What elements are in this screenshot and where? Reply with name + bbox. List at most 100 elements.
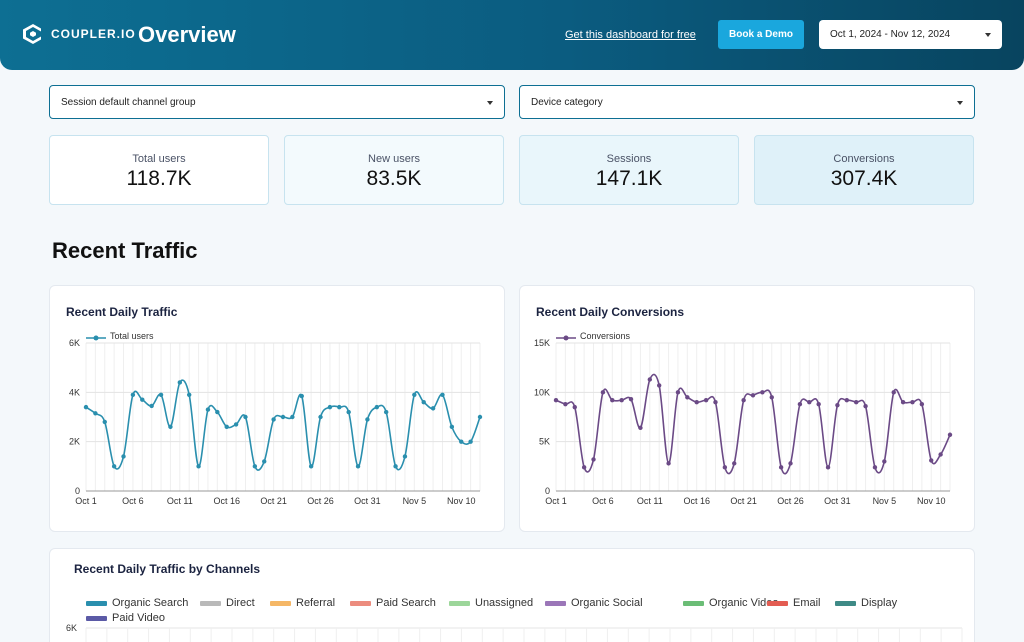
coupler-logo-icon [21,22,45,46]
data-point [449,424,455,430]
data-point [355,464,361,469]
data-point [262,459,267,464]
data-point [553,398,559,403]
kpi-value: 147.1K [595,167,663,190]
legend-item[interactable]: Organic Social [545,597,643,609]
data-point [233,422,239,427]
legend-label: Unassigned [475,597,534,609]
data-point [891,390,896,395]
legend-item[interactable]: Organic Search [86,597,188,609]
data-point [563,401,568,407]
data-point [778,465,784,470]
legend-label: Organic Social [571,597,643,609]
data-point [383,409,389,415]
legend-item[interactable]: Unassigned [449,597,533,609]
legend-label: Display [861,597,898,609]
chart-title: Recent Daily Conversions [536,305,685,319]
legend-item[interactable]: Email [767,597,821,609]
device-category-filter[interactable]: Device category [519,85,975,119]
y-tick-label: 6K [69,338,80,348]
legend-swatch [86,600,107,606]
data-point [111,464,117,469]
kpi-new-users: New users 83.5K [284,135,504,205]
data-point [337,404,342,410]
data-point [741,398,746,403]
y-tick-label: 2K [69,437,80,447]
x-tick-label: Oct 6 [122,496,144,506]
data-point [600,390,606,395]
data-point [703,398,709,403]
kpi-value: 307.4K [830,167,898,190]
data-point [788,461,793,466]
x-tick-label: Oct 26 [307,496,334,506]
x-tick-label: Oct 26 [777,496,804,506]
legend-label: Total users [110,331,154,341]
legend-item[interactable]: Referral [270,597,335,609]
data-point [581,465,587,470]
chart-legend[interactable]: Conversions [556,331,630,341]
traffic-by-channels-grid: 6K [66,623,963,642]
data-point [224,424,229,430]
channel-group-filter-label: Session default channel group [61,96,196,108]
data-point [694,400,699,405]
legend-item[interactable]: Direct [200,597,255,609]
coupler-logo[interactable]: COUPLER.IO [21,22,136,46]
legend-item[interactable]: Organic Video [683,597,779,609]
x-tick-label: Oct 31 [354,496,381,506]
data-point [299,393,304,399]
book-demo-button[interactable]: Book a Demo [718,20,804,49]
data-point [713,400,718,405]
data-point [186,392,192,397]
date-range-picker[interactable]: Oct 1, 2024 - Nov 12, 2024 [819,20,1002,49]
data-point [591,457,596,462]
data-point [666,461,671,466]
legend-label: Organic Search [112,597,189,609]
kpi-label: New users [368,153,420,165]
data-point [863,403,868,409]
data-point [656,383,662,388]
data-point [797,401,803,407]
get-dashboard-link[interactable]: Get this dashboard for free [565,29,696,41]
y-tick-label: 0 [545,486,550,496]
data-point [430,406,436,411]
legend-label: Direct [226,597,255,609]
legend-swatch [350,600,371,606]
legend-item[interactable]: Paid Video [86,612,165,624]
data-point [252,464,258,469]
kpi-label: Total users [132,153,186,165]
data-point [769,395,774,400]
channel-group-filter[interactable]: Session default channel group [49,85,505,119]
data-point [872,465,878,470]
legend-item[interactable]: Paid Search [350,597,436,609]
data-point [130,392,136,397]
legend-label: Paid Search [376,597,436,609]
device-category-filter-label: Device category [531,96,603,108]
kpi-value: 118.7K [126,167,192,190]
data-point [215,409,220,415]
chart-legend[interactable]: Total users [86,331,154,341]
legend-swatch [270,600,291,606]
data-point [346,409,351,415]
data-point [835,402,840,408]
data-point [308,464,314,469]
kpi-label: Sessions [606,153,652,165]
data-point [196,464,201,469]
y-tick-label: 10K [534,387,550,397]
chevron-down-icon [957,101,963,105]
data-point [760,390,765,395]
daily-traffic-card: Recent Daily Traffic Total users 0 2K 4K 6K… [49,285,505,532]
data-point [121,454,126,459]
x-tick-label: Oct 11 [167,496,193,506]
chart-title: Recent Daily Traffic [66,305,178,319]
data-point [919,401,925,407]
data-point [374,404,380,410]
legend-swatch [683,600,704,606]
data-point [900,400,906,405]
data-point [205,407,211,412]
data-point [853,400,859,405]
section-title: Recent Traffic [52,238,198,263]
data-point [421,400,426,405]
legend-item[interactable]: Display [835,597,897,609]
data-point [628,397,634,402]
x-tick-label: Oct 1 [545,496,567,506]
